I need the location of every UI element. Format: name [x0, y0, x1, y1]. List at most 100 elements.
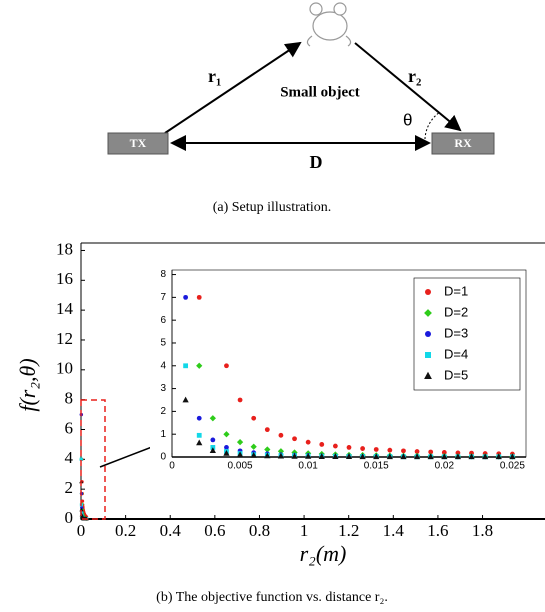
point	[251, 415, 257, 421]
legend-marker	[425, 352, 431, 358]
y-axis-label: f(r₂,θ)	[15, 358, 40, 411]
edge-r2	[354, 42, 462, 132]
y-tick-label: 3	[160, 383, 166, 394]
point	[237, 397, 243, 403]
legend-label: D=2	[444, 304, 468, 319]
point	[250, 452, 257, 458]
point	[468, 453, 475, 460]
x-tick-label: 1.4	[383, 521, 405, 540]
legend-label: D=1	[444, 283, 468, 298]
y-tick-label: 12	[56, 329, 73, 348]
point	[236, 451, 244, 458]
point	[360, 446, 366, 451]
x-tick-label: 1	[300, 521, 309, 540]
point	[305, 439, 311, 445]
point	[428, 449, 434, 455]
point	[441, 450, 447, 455]
point	[79, 457, 83, 461]
legend-label: D=5	[444, 367, 468, 382]
y-tick-label: 5	[160, 338, 166, 349]
point	[346, 445, 352, 450]
point	[196, 362, 203, 369]
point	[345, 453, 353, 459]
y-tick-label: 1	[160, 429, 166, 440]
point	[482, 453, 489, 460]
legend-marker	[425, 289, 431, 295]
y-tick-label: 18	[56, 239, 73, 258]
point	[427, 453, 434, 460]
object-label: Small object	[280, 84, 360, 100]
y-tick-label: 4	[65, 448, 74, 467]
point	[292, 436, 297, 442]
r2-label: r₂	[408, 66, 421, 86]
point	[196, 439, 203, 446]
legend-box	[413, 277, 521, 391]
point	[318, 453, 325, 459]
point	[495, 453, 502, 460]
x-axis-label: r₂(m)	[300, 541, 347, 566]
point	[223, 431, 230, 438]
point	[277, 448, 285, 455]
y-tick-label: 0	[160, 452, 166, 463]
tx-box	[107, 132, 169, 155]
point	[332, 453, 339, 459]
point	[250, 443, 257, 450]
point	[373, 447, 379, 452]
point	[414, 449, 420, 454]
x-tick-label: 0.005	[228, 461, 253, 472]
point	[441, 453, 448, 460]
y-tick-label: 4	[160, 360, 166, 371]
x-tick-label: 0.02	[435, 461, 455, 472]
legend-marker	[424, 371, 432, 379]
rx-box	[431, 132, 495, 155]
point	[455, 450, 461, 456]
rx-label: RX	[454, 136, 472, 150]
point	[196, 415, 202, 421]
legend-label: D=4	[444, 346, 468, 361]
inset-plot: 0 0.005 0.01 0.015 0.02 0.025 0 1 2 3 4 5 6 7 8 D=1 D=2 D…	[160, 269, 527, 472]
x-tick-label: 0	[77, 521, 86, 540]
y-tick-label: 6	[160, 315, 166, 326]
x-tick-label: 0.015	[364, 461, 389, 472]
y-tick-label: 2	[160, 406, 166, 417]
y-tick-label: 8	[65, 389, 74, 408]
point	[264, 452, 271, 459]
angle-arc	[424, 111, 441, 144]
point	[319, 442, 325, 447]
point	[210, 437, 216, 443]
mouse-icon	[306, 2, 352, 47]
y-tick-label: 6	[65, 418, 74, 437]
point	[332, 443, 338, 449]
point	[400, 453, 407, 460]
x-tick-label: 0.6	[204, 521, 225, 540]
point	[224, 445, 229, 450]
point	[209, 415, 216, 422]
point	[387, 447, 393, 453]
legend-marker	[425, 331, 431, 337]
point	[236, 439, 244, 446]
point	[277, 452, 285, 459]
y-tick-label: 16	[56, 269, 73, 288]
y-tick-label: 7	[160, 292, 166, 303]
y-tick-label: 14	[56, 299, 74, 318]
point	[469, 450, 474, 456]
x-tick-label: 0.4	[160, 521, 182, 540]
x-tick-label: 1.6	[427, 521, 448, 540]
point	[209, 447, 216, 454]
x-tick-label: 0.2	[115, 521, 136, 540]
point	[359, 453, 366, 460]
x-tick-label: 0	[169, 461, 175, 472]
point	[264, 427, 270, 433]
point	[80, 499, 85, 503]
x-tick-label: 0.8	[249, 521, 270, 540]
d-label: D	[310, 152, 323, 172]
point	[196, 432, 202, 438]
point	[182, 396, 189, 403]
caption: (a) Setup illustration.	[213, 200, 332, 215]
angle-label: θ	[403, 110, 412, 129]
y-tick-label: 8	[160, 269, 166, 280]
x-tick-label: 0.025	[500, 461, 525, 472]
edge-r1	[164, 41, 302, 134]
legend-marker	[424, 309, 432, 317]
